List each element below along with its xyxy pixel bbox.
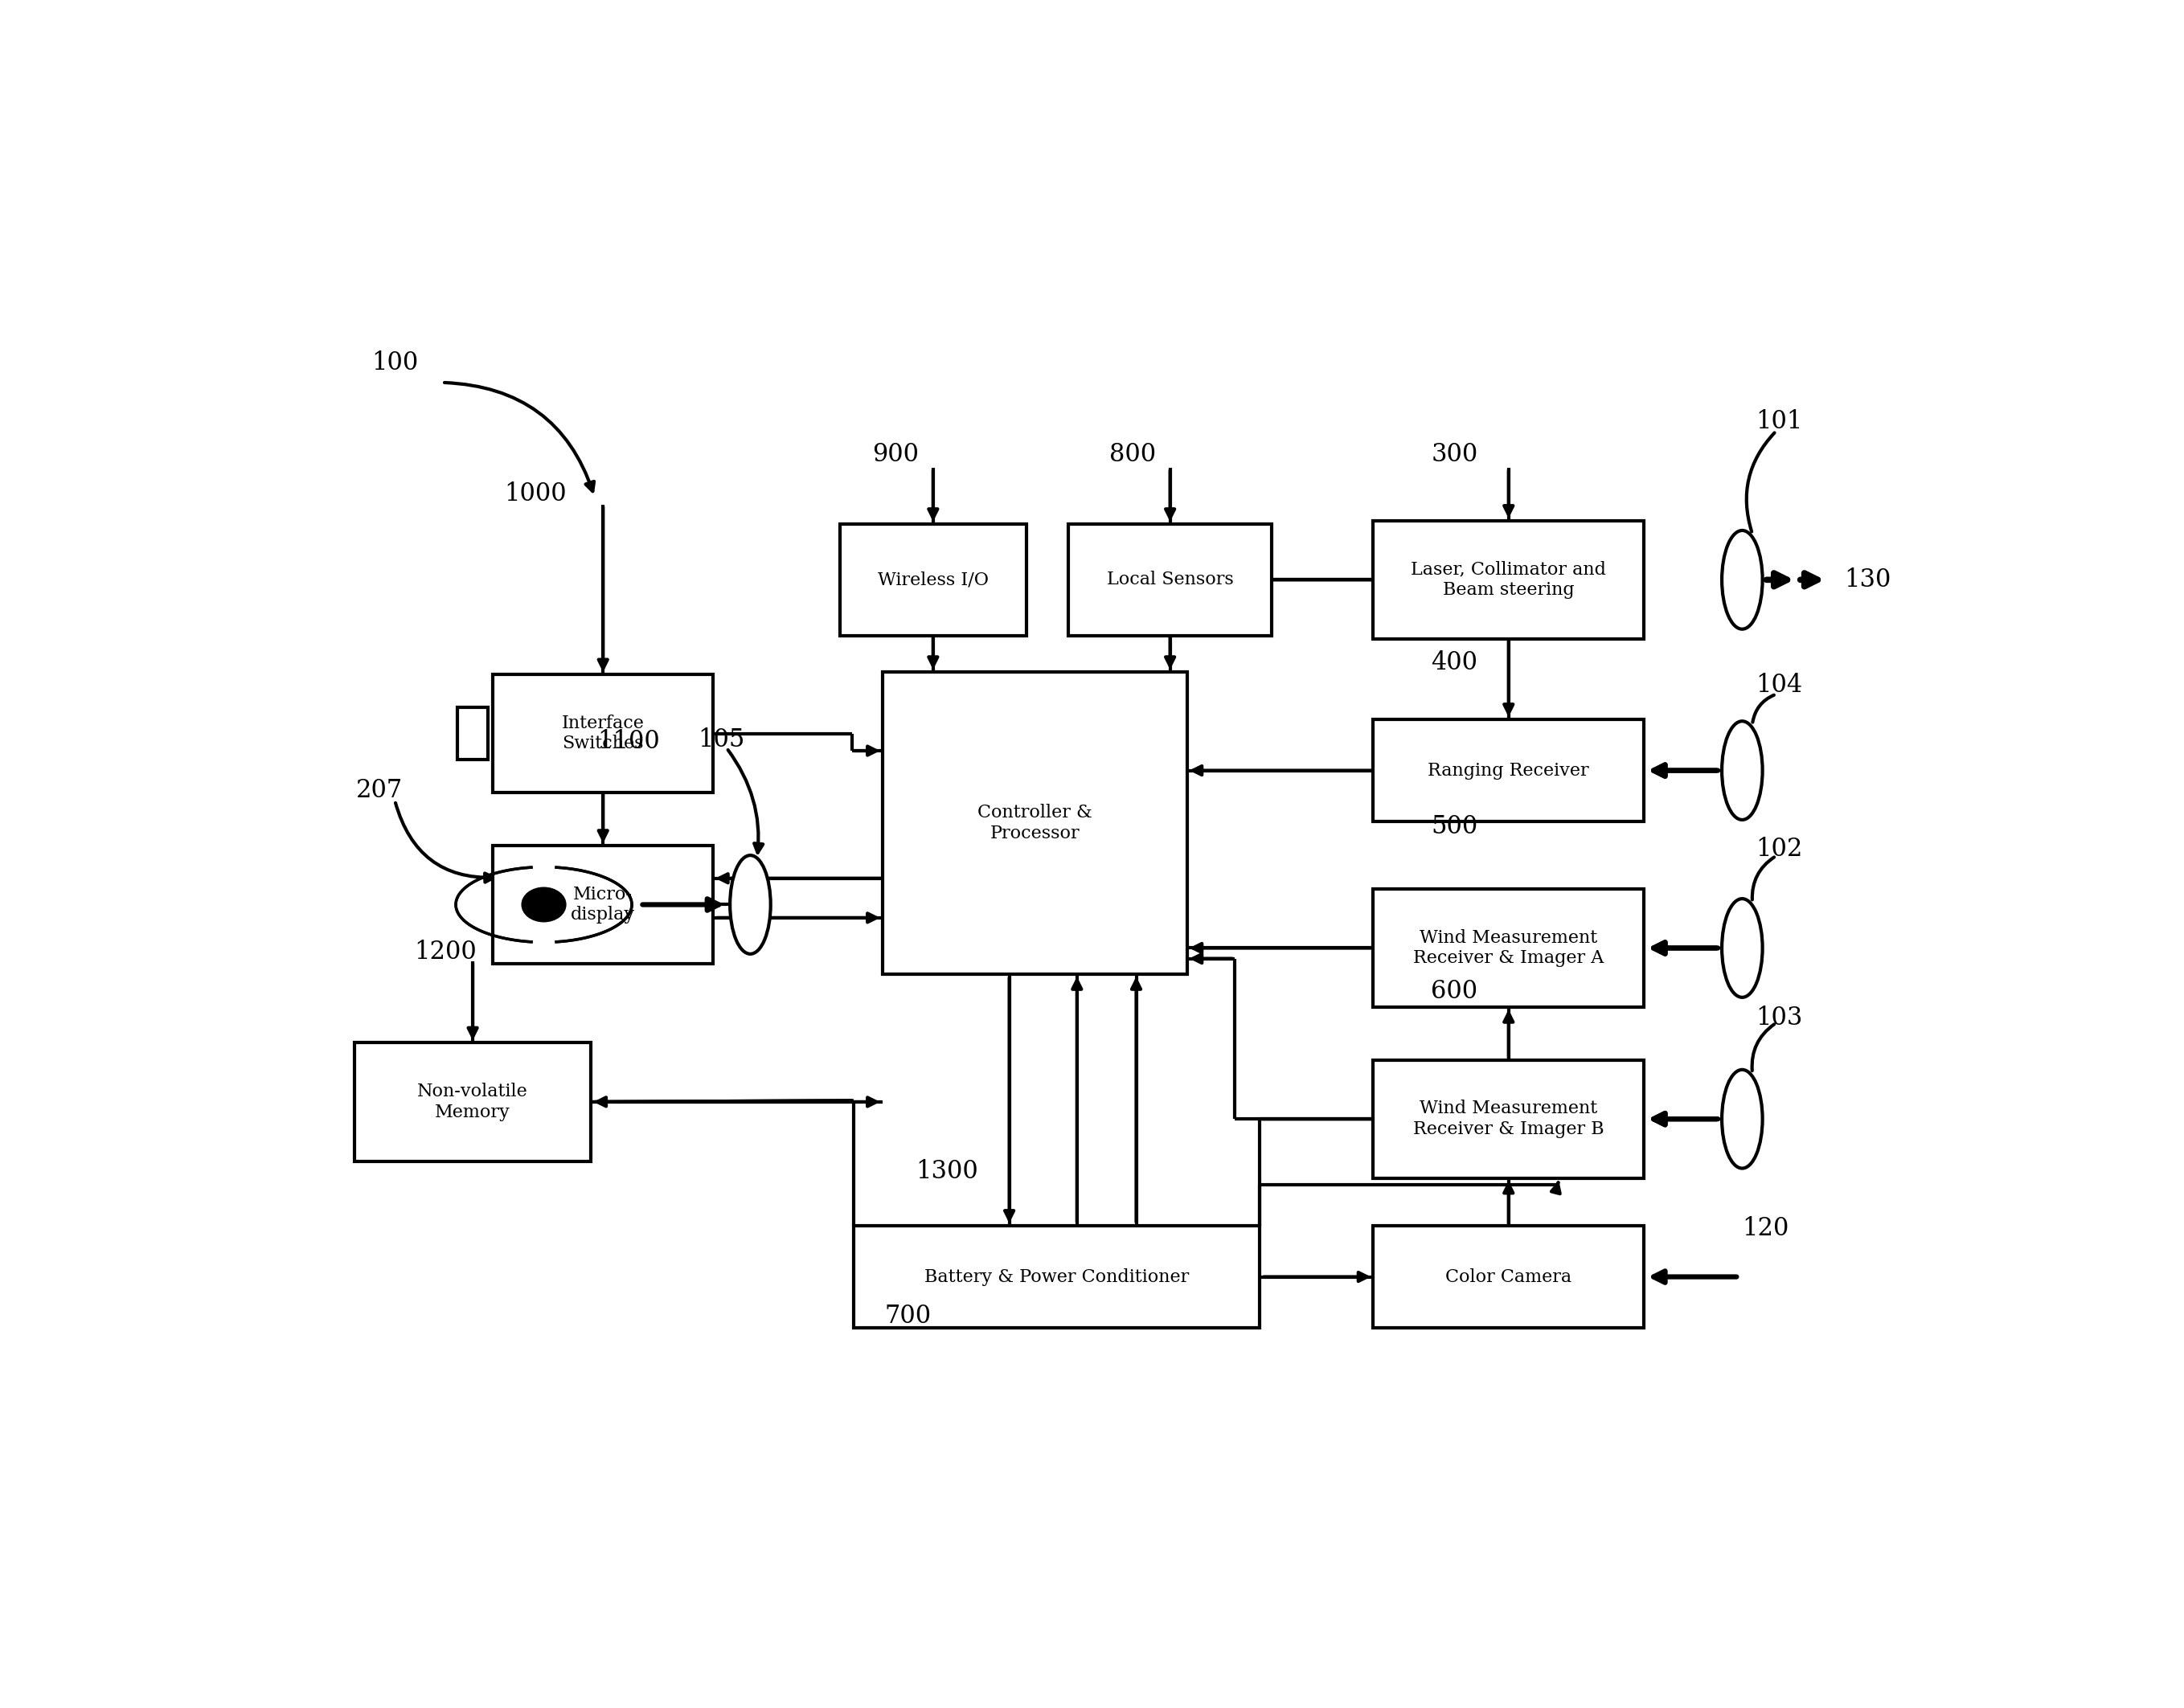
Text: 130: 130 (1843, 567, 1891, 593)
Text: 102: 102 (1756, 837, 1802, 863)
Circle shape (522, 888, 566, 922)
Text: 300: 300 (1431, 442, 1479, 468)
FancyBboxPatch shape (1068, 524, 1271, 635)
Text: 103: 103 (1756, 1006, 1802, 1030)
Text: 207: 207 (356, 777, 404, 803)
Text: Wind Measurement
Receiver & Imager A: Wind Measurement Receiver & Imager A (1413, 929, 1603, 967)
Text: 100: 100 (371, 350, 419, 376)
FancyBboxPatch shape (854, 1226, 1260, 1329)
Text: 1300: 1300 (915, 1160, 978, 1184)
Text: 600: 600 (1431, 979, 1479, 1004)
FancyBboxPatch shape (1374, 888, 1645, 1008)
Ellipse shape (1721, 1069, 1762, 1168)
Ellipse shape (729, 856, 771, 955)
Text: 104: 104 (1756, 673, 1802, 697)
Text: Ranging Receiver: Ranging Receiver (1428, 762, 1590, 779)
FancyBboxPatch shape (494, 845, 712, 963)
FancyBboxPatch shape (1374, 1059, 1645, 1179)
Text: Wind Measurement
Receiver & Imager B: Wind Measurement Receiver & Imager B (1413, 1100, 1603, 1138)
Text: 101: 101 (1756, 410, 1802, 434)
Text: 105: 105 (699, 728, 745, 753)
Text: 1200: 1200 (415, 939, 476, 965)
FancyBboxPatch shape (882, 671, 1188, 974)
FancyBboxPatch shape (1374, 521, 1645, 639)
Text: Interface
Switches: Interface Switches (561, 714, 644, 753)
FancyBboxPatch shape (456, 707, 487, 760)
Ellipse shape (1721, 898, 1762, 997)
Text: 1000: 1000 (505, 482, 566, 507)
Text: Local Sensors: Local Sensors (1107, 570, 1234, 589)
Ellipse shape (1721, 721, 1762, 820)
Text: 700: 700 (885, 1303, 930, 1329)
Text: Non-volatile
Memory: Non-volatile Memory (417, 1083, 529, 1120)
Text: 1100: 1100 (596, 729, 660, 753)
Text: 400: 400 (1431, 651, 1479, 675)
FancyBboxPatch shape (1374, 1226, 1645, 1329)
Text: 120: 120 (1743, 1216, 1789, 1240)
FancyBboxPatch shape (494, 675, 712, 793)
Text: 800: 800 (1109, 442, 1155, 468)
FancyBboxPatch shape (354, 1042, 592, 1161)
Text: Color Camera: Color Camera (1446, 1267, 1572, 1286)
Text: 500: 500 (1431, 815, 1479, 840)
Text: Wireless I/O: Wireless I/O (878, 570, 989, 589)
Text: Laser, Collimator and
Beam steering: Laser, Collimator and Beam steering (1411, 560, 1605, 600)
Text: 900: 900 (874, 442, 919, 468)
Ellipse shape (1721, 531, 1762, 629)
Text: Battery & Power Conditioner: Battery & Power Conditioner (924, 1267, 1188, 1286)
Text: Micro-
display: Micro- display (570, 885, 636, 924)
Text: Controller &
Processor: Controller & Processor (976, 804, 1092, 842)
FancyBboxPatch shape (1374, 719, 1645, 822)
FancyBboxPatch shape (841, 524, 1026, 635)
